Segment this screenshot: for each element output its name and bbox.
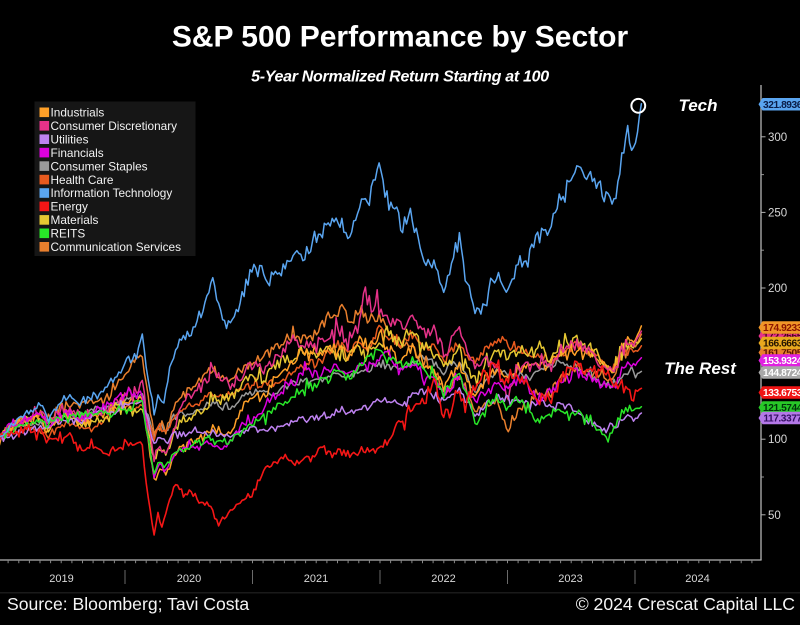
svg-text:Materials: Materials — [51, 213, 99, 227]
svg-text:300: 300 — [768, 132, 787, 144]
svg-text:Communication Services: Communication Services — [51, 240, 182, 254]
svg-text:Source: Bloomberg; Tavi Costa: Source: Bloomberg; Tavi Costa — [7, 594, 249, 614]
svg-text:Consumer Staples: Consumer Staples — [51, 159, 148, 173]
svg-text:REITS: REITS — [51, 227, 86, 241]
svg-text:S&P 500 Performance by Sector: S&P 500 Performance by Sector — [172, 21, 629, 54]
svg-text:153.9324: 153.9324 — [763, 356, 800, 367]
svg-text:Consumer Discretionary: Consumer Discretionary — [51, 119, 178, 133]
svg-text:5-Year Normalized Return Start: 5-Year Normalized Return Starting at 100 — [251, 69, 549, 86]
svg-text:2021: 2021 — [304, 573, 328, 585]
svg-text:Industrials: Industrials — [51, 106, 105, 120]
svg-text:Financials: Financials — [51, 146, 104, 160]
svg-text:200: 200 — [768, 283, 787, 295]
svg-text:Energy: Energy — [51, 200, 88, 214]
svg-text:161.7505: 161.7505 — [763, 348, 800, 359]
svg-text:2023: 2023 — [558, 573, 582, 585]
svg-text:174.9233: 174.9233 — [763, 323, 800, 334]
svg-text:100: 100 — [768, 434, 787, 446]
svg-text:50: 50 — [768, 510, 781, 522]
svg-text:2022: 2022 — [431, 573, 455, 585]
svg-text:166.6663: 166.6663 — [763, 339, 800, 350]
svg-text:121.5744: 121.5744 — [763, 403, 800, 414]
svg-text:321.8936: 321.8936 — [763, 100, 800, 111]
svg-text:2019: 2019 — [49, 573, 73, 585]
svg-text:Utilities: Utilities — [51, 132, 89, 146]
svg-text:Tech: Tech — [678, 96, 717, 115]
svg-text:2020: 2020 — [177, 573, 201, 585]
svg-text:250: 250 — [768, 207, 787, 219]
svg-text:144.8724: 144.8724 — [763, 368, 800, 379]
svg-text:© 2024 Crescat Capital LLC: © 2024 Crescat Capital LLC — [576, 594, 796, 614]
svg-text:The Rest: The Rest — [664, 359, 737, 378]
svg-text:Information Technology: Information Technology — [51, 186, 173, 200]
svg-text:133.6753: 133.6753 — [763, 388, 800, 399]
svg-text:Health Care: Health Care — [51, 173, 114, 187]
svg-text:117.3377: 117.3377 — [763, 414, 800, 425]
svg-text:2024: 2024 — [685, 573, 709, 585]
